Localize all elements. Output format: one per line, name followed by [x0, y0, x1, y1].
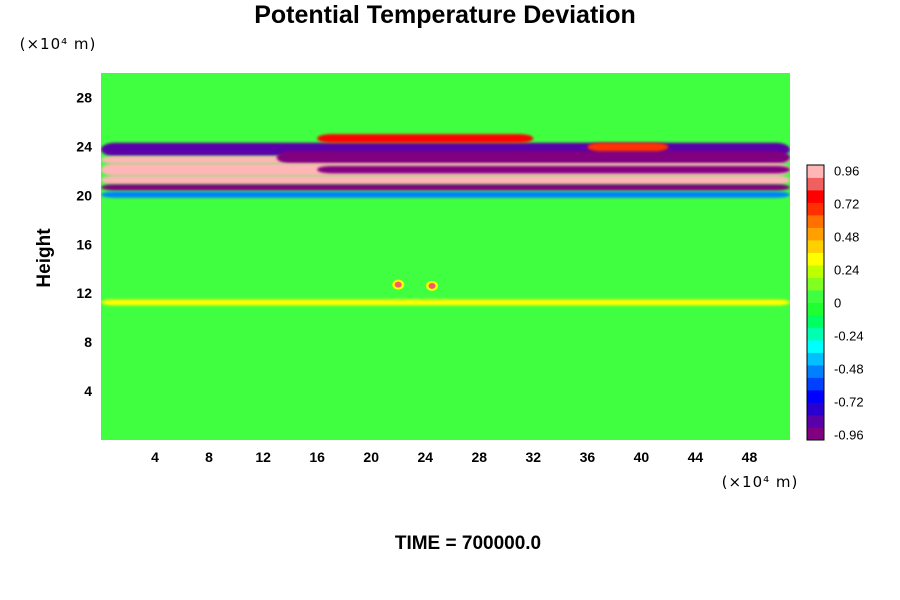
colorbar-tick-label: -0.96: [834, 428, 864, 443]
colorbar-tick-label: 0.48: [834, 230, 859, 245]
colorbar-swatch: [807, 340, 824, 353]
x-tick-label: 4: [151, 449, 159, 465]
y-tick-label: 12: [76, 285, 92, 301]
y-axis-label: Height: [34, 228, 55, 288]
y-tick-label: 28: [76, 89, 92, 105]
colorbar-swatch: [807, 165, 824, 178]
chart-title: Potential Temperature Deviation: [254, 1, 636, 29]
colorbar-swatch: [807, 377, 824, 391]
colorbar-swatch: [807, 352, 824, 366]
heatmap-band: [101, 175, 790, 185]
colorbar-swatch: [807, 390, 824, 403]
x-tick-label: 16: [309, 449, 325, 465]
heatmap-band: [101, 299, 790, 306]
heatmap-band: [276, 151, 790, 164]
y-unit-label: (×10⁴ m): [20, 35, 97, 53]
x-tick-label: 48: [742, 449, 758, 465]
time-label: TIME = 700000.0: [395, 533, 541, 554]
colorbar-tick-label: -0.48: [834, 362, 864, 377]
x-tick-label: 28: [471, 449, 487, 465]
x-tick-label: 24: [417, 449, 433, 465]
heatmap-spots: [392, 279, 438, 291]
colorbar-swatch: [807, 265, 824, 278]
colorbar-swatch: [807, 227, 824, 241]
colorbar-swatches: [807, 165, 824, 441]
colorbar-tick-label: 0: [834, 296, 841, 311]
y-axis-ticks: 4 8 12 16 20 24 28: [76, 89, 92, 399]
heatmap-band: [101, 184, 790, 191]
colorbar-swatch: [807, 240, 824, 253]
x-tick-label: 40: [634, 449, 650, 465]
y-tick-label: 24: [76, 138, 92, 154]
colorbar-swatch: [807, 202, 824, 216]
y-tick-label: 4: [84, 383, 92, 399]
colorbar-swatch: [807, 190, 824, 203]
colorbar-swatch: [807, 327, 824, 341]
x-axis-ticks: 4 8 12 16 20 24 28 32 36 40 44 48: [151, 449, 757, 465]
y-tick-label: 16: [76, 236, 92, 252]
plot-background: [101, 73, 790, 440]
colorbar-tick-label: 0.96: [834, 164, 859, 179]
colorbar-swatch: [807, 315, 824, 328]
colorbar-swatch: [807, 365, 824, 378]
heatmap-band: [317, 134, 534, 143]
colorbar-swatch: [807, 252, 824, 266]
x-tick-label: 20: [363, 449, 379, 465]
heatmap-band: [587, 142, 669, 152]
colorbar-swatch: [807, 415, 824, 428]
heatmap-band: [317, 165, 790, 174]
x-tick-label: 44: [688, 449, 704, 465]
colorbar-tick-label: 0.72: [834, 197, 859, 212]
colorbar-swatch: [807, 277, 824, 291]
colorbar-swatch: [807, 177, 824, 191]
colorbar-swatch: [807, 290, 824, 303]
x-tick-label: 32: [526, 449, 542, 465]
plot-area: [101, 73, 790, 440]
colorbar-ticks: 0.96 0.72 0.48 0.24 0 -0.24 -0.48 -0.72 -0.96: [834, 164, 864, 443]
x-tick-label: 12: [255, 449, 271, 465]
colorbar-swatch: [807, 302, 824, 316]
colorbar-tick-label: 0.24: [834, 263, 859, 278]
y-tick-label: 20: [76, 187, 92, 203]
colorbar-tick-label: -0.24: [834, 329, 864, 344]
colorbar: 0.96 0.72 0.48 0.24 0 -0.24 -0.48 -0.72 -0.96: [806, 164, 864, 443]
x-tick-label: 36: [580, 449, 596, 465]
x-tick-label: 8: [205, 449, 213, 465]
heatmap-spot-core: [428, 282, 436, 289]
colorbar-tick-label: -0.72: [834, 395, 864, 410]
heatmap-bands: [101, 134, 790, 306]
colorbar-swatch: [807, 402, 824, 416]
colorbar-swatch: [807, 215, 824, 228]
x-unit-label: (×10⁴ m): [722, 473, 799, 491]
heatmap-band: [101, 191, 790, 198]
y-tick-label: 8: [84, 334, 92, 350]
colorbar-swatch: [807, 427, 824, 441]
colorbar-frame: [806, 164, 825, 441]
heatmap-spot-core: [394, 281, 402, 288]
